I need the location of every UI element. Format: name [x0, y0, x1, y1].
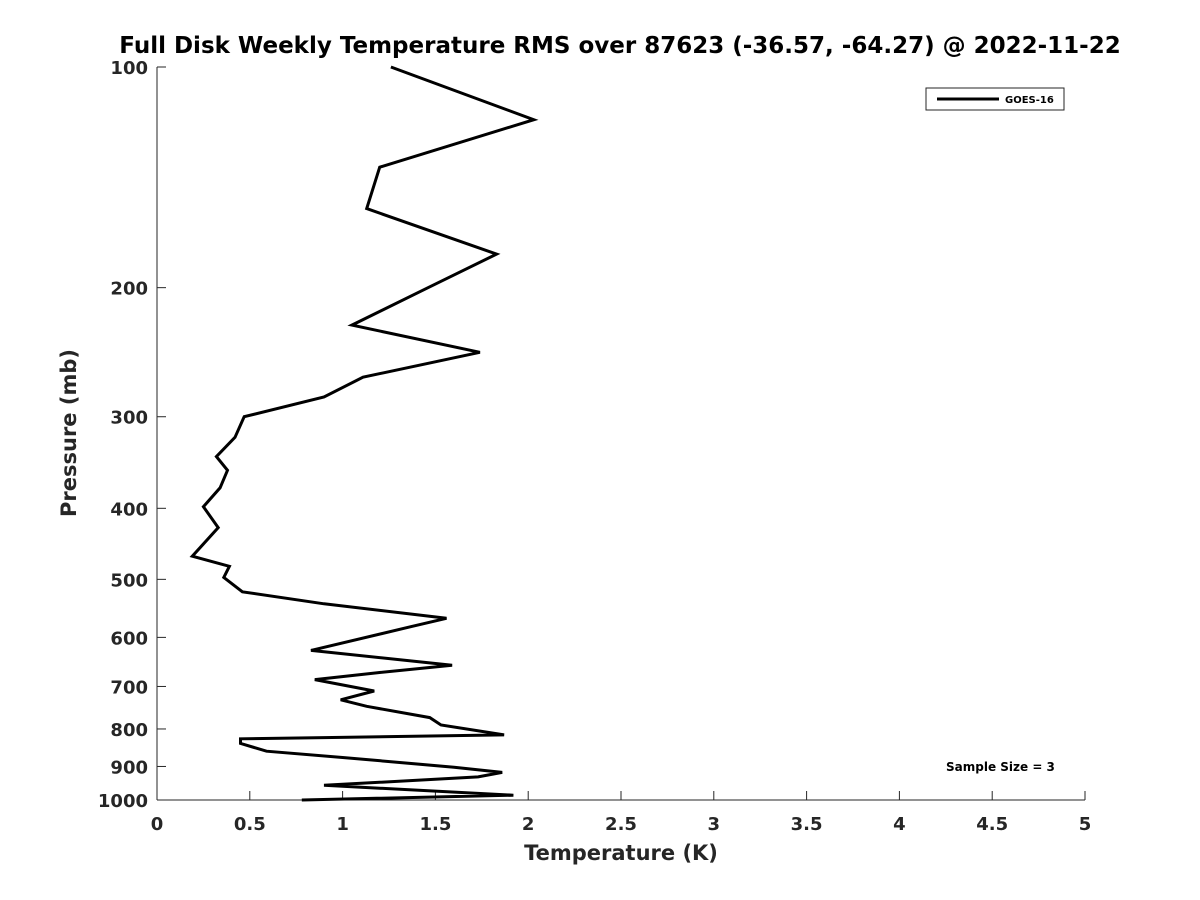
x-tick-label: 5	[1079, 814, 1092, 835]
legend: GOES-16	[925, 87, 1065, 111]
x-tick-label: 1.5	[419, 814, 451, 835]
series-layer	[189, 65, 539, 802]
x-tick-label: 1	[336, 814, 349, 835]
x-tick-label: 0.5	[234, 814, 266, 835]
chart-title: Full Disk Weekly Temperature RMS over 87…	[119, 33, 1121, 59]
y-tick-label: 300	[110, 408, 148, 429]
x-axis-label: Temperature (K)	[524, 841, 718, 865]
y-tick-label: 1000	[98, 791, 148, 812]
x-tick-label: 0	[151, 814, 164, 835]
y-tick-label: 400	[110, 499, 148, 520]
legend-label-goes-16: GOES-16	[1005, 95, 1054, 106]
sample-size-annotation: Sample Size = 3	[946, 760, 1055, 774]
y-tick-label: 100	[110, 58, 148, 79]
x-tick-label: 4.5	[976, 814, 1008, 835]
y-tick-label: 600	[110, 628, 148, 649]
plot-area: 0 0.5 1 1.5 2 2.5 3 3.5 4 4.5 5 100 200 300 400 500 600…	[98, 58, 1091, 835]
x-tick-label: 4	[893, 814, 906, 835]
series-line-goes-16	[189, 65, 539, 802]
y-tick-label: 700	[110, 677, 148, 698]
y-ticks: 100 200 300 400 500 600 700 800 900 1000	[98, 58, 166, 812]
x-tick-label: 3	[708, 814, 721, 835]
x-tick-label: 2	[522, 814, 535, 835]
y-axis-label: Pressure (mb)	[57, 349, 81, 517]
x-tick-label: 3.5	[791, 814, 823, 835]
y-tick-label: 800	[110, 720, 148, 741]
y-tick-label: 900	[110, 757, 148, 778]
x-tick-label: 2.5	[605, 814, 637, 835]
y-tick-label: 200	[110, 279, 148, 300]
y-tick-label: 500	[110, 570, 148, 591]
x-ticks: 0 0.5 1 1.5 2 2.5 3 3.5 4 4.5 5	[151, 791, 1092, 835]
